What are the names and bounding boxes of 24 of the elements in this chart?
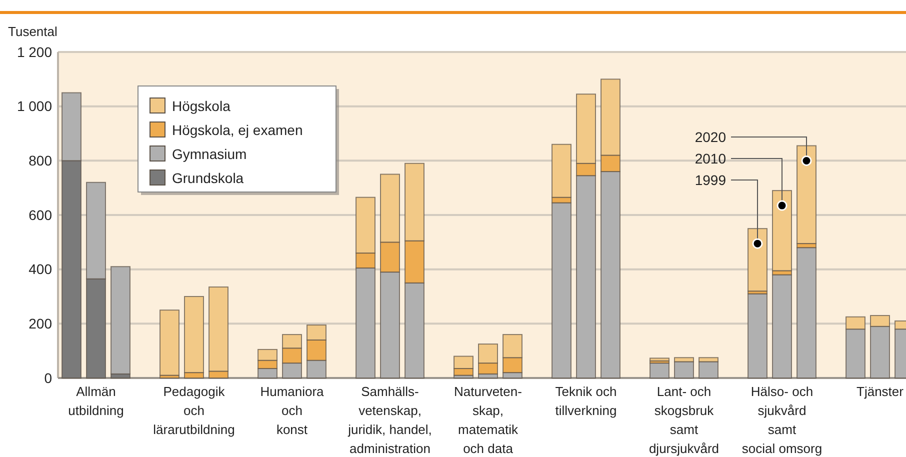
x-tick-label: Allmän utbildning	[68, 384, 124, 418]
legend-label: Gymnasium	[172, 146, 247, 162]
annotation: 1999	[694, 172, 726, 188]
y-tick-label: 1 000	[16, 98, 52, 114]
legend-label: Högskola, ej examen	[172, 122, 303, 138]
y-tick-label: 600	[28, 206, 52, 223]
y-tick-label: 200	[28, 316, 52, 332]
y-tick-label: 400	[28, 261, 52, 278]
x-tick-label: Tjänster	[856, 384, 904, 399]
y-axis-title: Tusental	[8, 24, 58, 39]
x-tick-label: Teknik och tillverkning	[555, 384, 617, 418]
x-tick-label: Hälso- och sjukvård samt social omsorg	[742, 384, 822, 456]
x-tick-label: Humaniora och konst	[260, 384, 325, 437]
x-tick-label: Naturveten- skap, matematik och data	[454, 384, 522, 456]
annotation: 2010	[694, 150, 726, 166]
y-tick-label: 1 200	[16, 44, 52, 60]
x-tick-label: Pedagogik och lärarutbildning	[153, 384, 235, 437]
y-tick-label: 800	[28, 152, 52, 169]
x-tick-label: Lant- och skogsbruk samt djursjukvård	[648, 384, 720, 456]
x-tick-label: Samhälls- vetenskap, juridik, handel, administration	[347, 384, 432, 456]
legend-label: Högskola	[172, 98, 231, 114]
annotation: 2020	[694, 128, 726, 145]
legend-label: Grundskola	[172, 170, 244, 186]
y-tick-label: 0	[44, 370, 52, 386]
